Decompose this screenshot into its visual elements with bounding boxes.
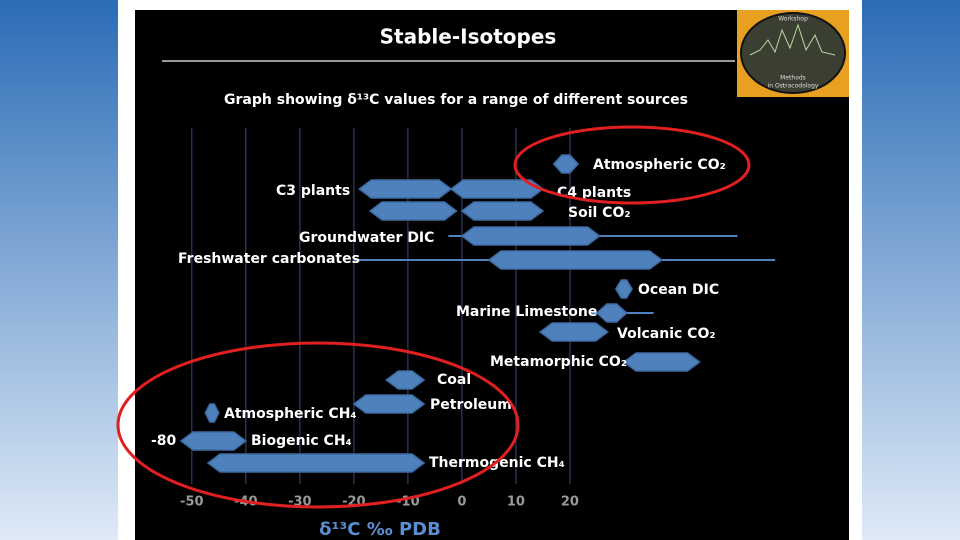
logo-ellipse — [740, 12, 846, 94]
highlight-ellipse — [116, 341, 520, 509]
black-panel — [135, 10, 849, 540]
slide-title: Stable-Isotopes — [380, 25, 557, 49]
range-bar — [204, 403, 220, 423]
x-axis-label: δ¹³C ‰ PDB — [319, 519, 441, 540]
highlight-ellipse — [513, 125, 751, 205]
range-bar — [352, 394, 426, 414]
row-label: Petroleum — [430, 397, 512, 413]
range-bar — [487, 250, 664, 270]
row-label: Metamorphic CO₂ — [490, 354, 627, 370]
annotation: -80 — [151, 433, 177, 449]
row-label: C3 plants — [276, 183, 350, 199]
range-bar — [206, 453, 426, 473]
row-label: Atmospheric CO₂ — [593, 157, 726, 173]
range-bar — [179, 431, 248, 451]
range-bar — [460, 201, 545, 221]
row-label: Marine Limestone — [456, 304, 597, 320]
x-tick-label: 10 — [507, 495, 525, 510]
x-tick-label: 20 — [561, 495, 579, 510]
logo-graph — [749, 23, 836, 56]
chart-subtitle: Graph showing δ¹³C values for a range of… — [224, 92, 688, 108]
row-label: Volcanic CO₂ — [617, 326, 715, 342]
logo-text: Methods — [780, 75, 806, 82]
range-bar — [595, 303, 628, 323]
range-bar — [358, 179, 453, 199]
range-bar — [614, 279, 633, 299]
row-label: Atmospheric CH₄ — [224, 406, 357, 422]
row-label: Freshwater carbonates — [178, 251, 360, 267]
range-bar — [552, 154, 580, 174]
row-label: Coal — [437, 372, 471, 388]
range-bar — [538, 322, 609, 342]
range-bar — [622, 352, 701, 372]
x-tick-label: -50 — [180, 495, 204, 510]
range-bar — [460, 226, 601, 246]
logo-text: Workshop — [778, 16, 808, 23]
row-label: Soil CO₂ — [568, 205, 630, 221]
row-label: Ocean DIC — [638, 282, 719, 298]
range-bar — [368, 201, 458, 221]
row-label: Groundwater DIC — [299, 230, 434, 246]
row-label: Biogenic CH₄ — [251, 433, 352, 449]
logo: Workshop Methods in Ostracodology — [737, 10, 849, 97]
range-bar — [385, 370, 426, 390]
logo-text: in Ostracodology — [768, 83, 819, 90]
x-tick-label: 0 — [457, 495, 466, 510]
row-label: C4 plants — [557, 185, 631, 201]
